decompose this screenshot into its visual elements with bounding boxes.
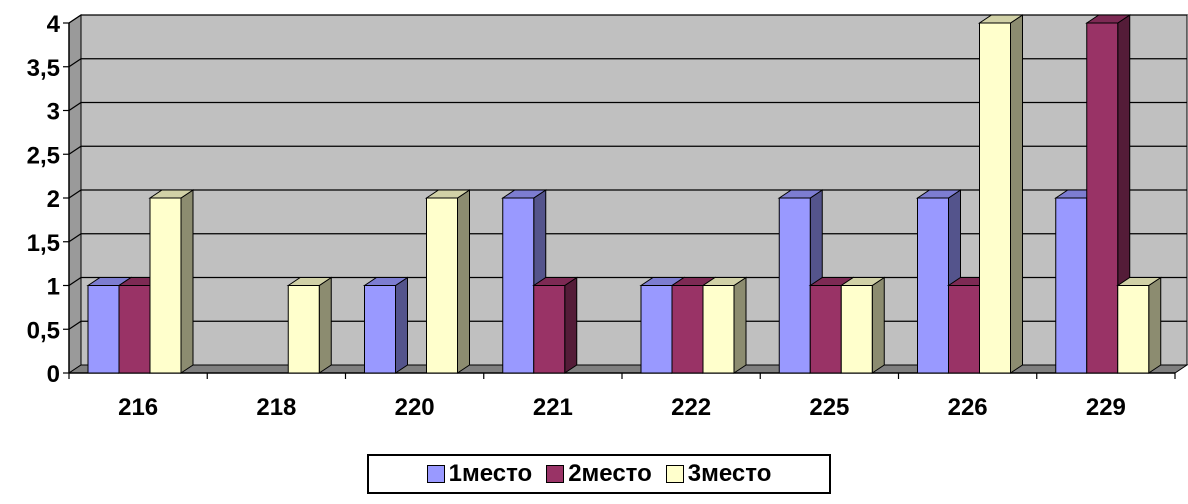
bar-front <box>502 197 535 374</box>
y-tick-label: 3 <box>47 99 60 126</box>
x-tick-label: 229 <box>1086 394 1126 421</box>
gridline <box>68 58 1187 68</box>
gridline <box>68 14 1187 24</box>
y-tick-label: 3,5 <box>27 55 60 82</box>
bar-front <box>364 285 396 374</box>
bar-side <box>180 189 194 374</box>
legend-swatch-series-2 <box>546 465 565 483</box>
bar-side <box>1010 14 1023 374</box>
x-tick-label: 225 <box>809 394 849 421</box>
bar-221-series-2 <box>532 276 579 374</box>
bar-front <box>149 197 182 374</box>
y-tick-label: 1 <box>47 274 60 301</box>
legend-label-series-1: 1место <box>448 460 533 487</box>
bar-218-series-3 <box>286 276 333 374</box>
gridline <box>68 101 1187 111</box>
gridline <box>68 145 1187 155</box>
bar-front <box>533 285 566 374</box>
bar-side <box>457 189 470 374</box>
x-tick-label: 222 <box>671 394 711 421</box>
legend: 1место 2место 3место <box>367 454 831 494</box>
bar-front <box>840 285 873 374</box>
bar-front <box>1117 285 1150 374</box>
bar-side <box>564 276 578 374</box>
bar-front <box>1086 22 1119 374</box>
bar-front <box>1055 197 1088 374</box>
bar-front <box>426 197 458 374</box>
bar-side <box>871 276 885 374</box>
x-tick-label: 226 <box>948 394 988 421</box>
bar-front <box>917 197 949 374</box>
legend-swatch-series-3 <box>665 465 684 483</box>
y-tick-label: 2,5 <box>27 142 60 169</box>
x-tick-label: 218 <box>256 394 296 421</box>
y-tick-label: 0,5 <box>27 317 60 344</box>
y-tick-label: 4 <box>47 11 61 38</box>
legend-label-series-3: 3место <box>687 460 772 487</box>
y-tick-label: 0 <box>47 361 60 388</box>
legend-item-series-1: 1место <box>426 460 533 488</box>
bar-225-series-3 <box>839 276 886 374</box>
y-tick-label: 1,5 <box>27 230 60 257</box>
bar-front <box>778 197 811 374</box>
bar-side <box>733 276 747 374</box>
bar-front <box>87 285 120 374</box>
bar-side <box>318 276 332 374</box>
x-tick-label: 221 <box>533 394 573 421</box>
legend-item-series-2: 2место <box>546 460 652 488</box>
bar-front <box>287 285 320 374</box>
legend-label-series-2: 2место <box>568 460 652 487</box>
bar-front <box>118 285 151 374</box>
bar-226-series-3 <box>977 14 1025 374</box>
legend-swatch-series-1 <box>426 465 445 483</box>
bar-front <box>948 285 980 374</box>
bar-side <box>1148 276 1162 374</box>
bar-220-series-3 <box>424 189 472 374</box>
bar-220-series-1 <box>362 276 410 374</box>
bar-front <box>671 285 704 374</box>
bar-229-series-3 <box>1116 276 1163 374</box>
bar-216-series-3 <box>148 189 195 374</box>
bar-front <box>979 22 1011 374</box>
bar-front <box>640 285 673 374</box>
bar-side <box>395 276 408 374</box>
x-tick-label: 220 <box>395 394 435 421</box>
x-tick-label: 216 <box>118 394 158 421</box>
y-tick-label: 2 <box>47 186 60 213</box>
bar-front <box>702 285 735 374</box>
bar-222-series-3 <box>701 276 748 374</box>
legend-item-series-3: 3место <box>665 460 772 488</box>
bar-front <box>809 285 842 374</box>
